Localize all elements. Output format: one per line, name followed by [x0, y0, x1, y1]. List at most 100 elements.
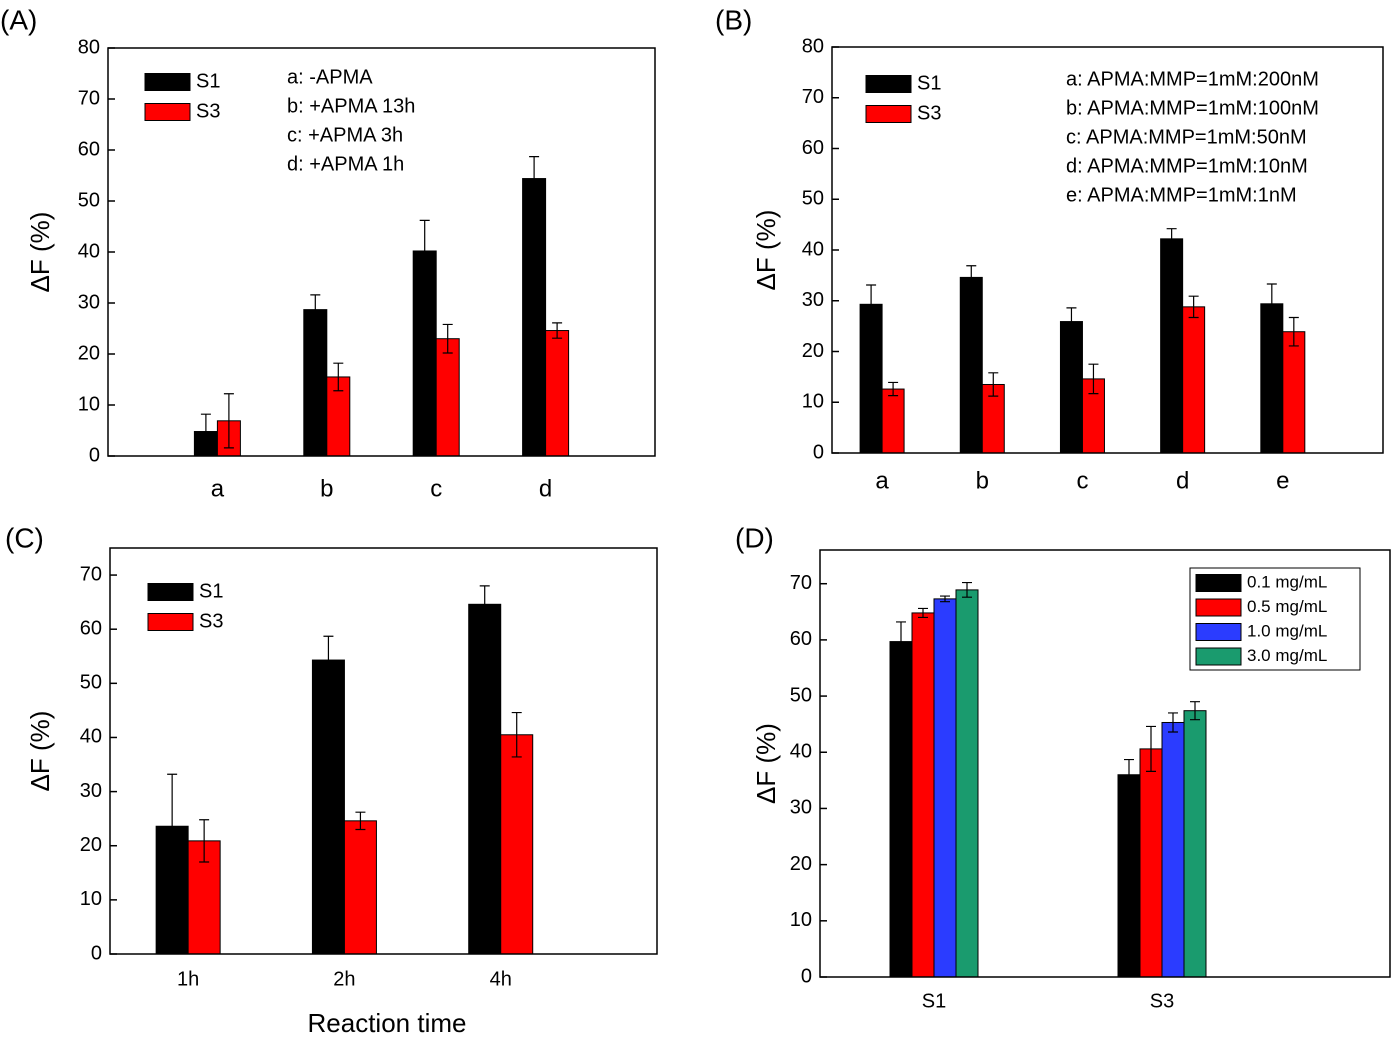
y-tick-label: 50 [78, 189, 100, 211]
legend-swatch [147, 583, 194, 601]
annotation: a: APMA:MMP=1mM:200nM [1066, 68, 1319, 90]
panel-label: (A) [0, 4, 37, 35]
x-tick-label: S1 [922, 990, 946, 1012]
y-tick-label: 70 [78, 87, 100, 109]
x-tick-label: a [875, 467, 889, 494]
error-bar [1288, 316, 1299, 347]
legend-swatch [1195, 623, 1242, 641]
error-bar [1266, 283, 1277, 325]
y-axis-title: ΔF (%) [25, 711, 55, 792]
y-axis-title: ΔF (%) [751, 723, 781, 804]
y-tick-label: 50 [80, 672, 102, 694]
error-bar [1088, 363, 1099, 395]
annotation: b: +APMA 13h [287, 95, 415, 117]
y-axis-title: ΔF (%) [25, 212, 55, 293]
x-tick-label: a [211, 475, 225, 502]
bar [1282, 331, 1306, 454]
y-tick-label: 10 [80, 888, 102, 910]
bar [1183, 710, 1207, 978]
legend-swatch [144, 73, 191, 91]
y-tick-label: 20 [78, 342, 100, 364]
x-tick-label: 4h [490, 968, 512, 990]
y-tick-label: 40 [802, 238, 824, 260]
y-tick-label: 70 [802, 86, 824, 108]
bar [1117, 774, 1141, 978]
legend-swatch [865, 105, 912, 123]
error-bar [896, 621, 906, 662]
bar [911, 612, 935, 978]
error-bar [1168, 712, 1178, 733]
x-tick-label: c [430, 475, 442, 502]
error-bar [200, 413, 211, 450]
x-tick-label: d [1176, 467, 1189, 494]
annotation: d: APMA:MMP=1mM:10nM [1066, 155, 1308, 177]
x-tick-label: d [539, 475, 552, 502]
y-tick-label: 70 [790, 572, 812, 594]
bar [303, 309, 328, 457]
legend-label: 1.0 mg/mL [1247, 621, 1327, 640]
legend-swatch [1195, 598, 1242, 617]
legend-label: 0.1 mg/mL [1247, 572, 1327, 591]
error-bar [888, 381, 899, 397]
bar [881, 388, 905, 454]
legend-swatch [1195, 647, 1242, 666]
error-bar [511, 711, 522, 758]
legend-label: S3 [917, 102, 941, 124]
legend-label: S1 [199, 580, 223, 602]
error-bar [1188, 295, 1199, 319]
annotation: d: +APMA 1h [287, 153, 404, 175]
y-tick-label: 70 [80, 563, 102, 585]
y-tick-label: 30 [80, 780, 102, 802]
bar [1260, 303, 1284, 454]
x-tick-label: b [320, 475, 333, 502]
error-bar [866, 284, 877, 325]
x-tick-label: c [1076, 467, 1088, 494]
error-bar [1146, 725, 1156, 772]
plot-frame [107, 47, 656, 457]
bar [545, 330, 570, 457]
y-tick-label: 10 [790, 909, 812, 931]
error-bar [962, 581, 972, 598]
y-tick-label: 80 [802, 35, 824, 57]
x-tick-label: 2h [333, 968, 355, 990]
legend-label: 3.0 mg/mL [1247, 646, 1327, 665]
legend-label: S1 [917, 72, 941, 94]
x-tick-label: b [976, 467, 989, 494]
panel-label: (B) [715, 4, 752, 35]
error-bar [552, 322, 563, 339]
error-bar [918, 607, 928, 619]
y-axis-title: ΔF (%) [751, 210, 781, 291]
error-bar [442, 323, 453, 354]
error-bar [940, 595, 950, 603]
panel-label: (C) [5, 522, 44, 553]
error-bar [479, 585, 490, 624]
legend-label: S1 [196, 70, 220, 92]
bar [959, 276, 983, 454]
x-tick-label: e [1276, 467, 1289, 494]
legend-label: S3 [199, 610, 223, 632]
bar [1059, 321, 1083, 454]
error-bar [988, 372, 999, 397]
error-bar [355, 811, 366, 831]
bar [955, 589, 979, 978]
y-tick-label: 10 [78, 393, 100, 415]
error-bar [310, 294, 321, 326]
bar [889, 641, 913, 978]
y-tick-label: 0 [801, 965, 812, 987]
y-tick-label: 40 [78, 240, 100, 262]
y-tick-label: 0 [91, 942, 102, 964]
error-bar [1066, 307, 1077, 336]
bar [1139, 748, 1163, 978]
error-bar [223, 393, 234, 449]
y-tick-label: 50 [790, 684, 812, 706]
annotation: b: APMA:MMP=1mM:100nM [1066, 97, 1319, 119]
bar [1160, 238, 1184, 454]
y-tick-label: 60 [790, 628, 812, 650]
y-tick-label: 50 [802, 188, 824, 210]
annotation: c: +APMA 3h [287, 124, 403, 146]
y-tick-label: 60 [802, 137, 824, 159]
y-tick-label: 20 [790, 853, 812, 875]
y-tick-label: 40 [790, 741, 812, 763]
error-bar [1166, 228, 1177, 250]
bar [522, 178, 547, 457]
